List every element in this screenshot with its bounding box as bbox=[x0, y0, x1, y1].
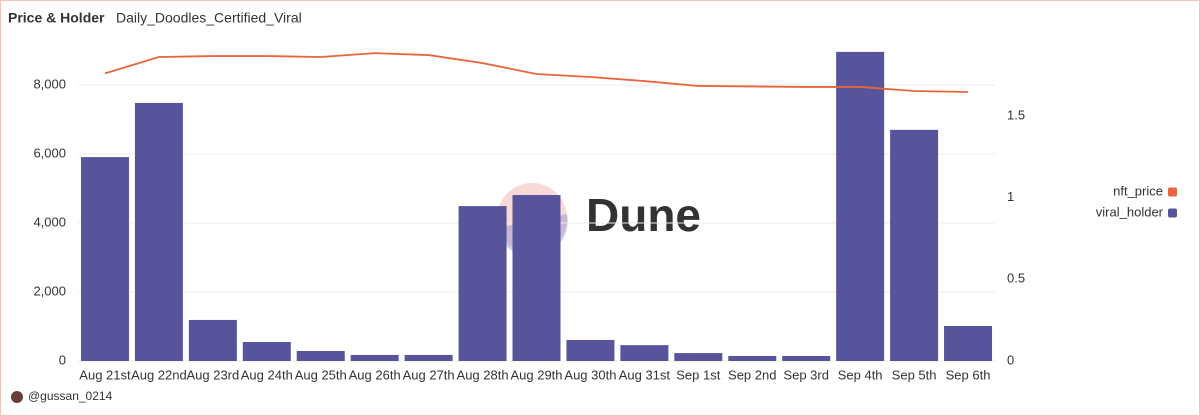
x-tick-label: Aug 22nd bbox=[131, 367, 187, 382]
bar bbox=[944, 325, 993, 361]
y-tick-label: 0 bbox=[59, 352, 66, 367]
bar bbox=[836, 51, 885, 361]
bar bbox=[728, 355, 777, 361]
bar bbox=[404, 354, 453, 361]
legend-swatch bbox=[1168, 187, 1177, 197]
y2-tick-label: 0.5 bbox=[1007, 271, 1025, 286]
legend-label: nft_price bbox=[1113, 183, 1163, 198]
bar bbox=[80, 157, 129, 361]
x-tick-label: Sep 1st bbox=[676, 367, 720, 382]
bar bbox=[512, 195, 561, 361]
bar bbox=[296, 350, 345, 361]
y2-tick-label: 1.5 bbox=[1007, 107, 1025, 122]
y-tick-label: 8,000 bbox=[33, 76, 66, 91]
legend-label: viral_holder bbox=[1096, 204, 1164, 219]
x-tick-label: Aug 23rd bbox=[186, 367, 239, 382]
chart-title: Price & Holder bbox=[8, 10, 105, 26]
bar bbox=[134, 102, 183, 361]
chart-subtitle: Daily_Doodles_Certified_Viral bbox=[116, 10, 302, 26]
x-tick-label: Aug 29th bbox=[510, 367, 562, 382]
bar bbox=[782, 355, 831, 361]
x-tick-label: Aug 24th bbox=[241, 367, 293, 382]
x-tick-label: Aug 31st bbox=[619, 367, 671, 382]
y2-tick-label: 1 bbox=[1007, 189, 1014, 204]
author: @gussan_0214 bbox=[28, 389, 113, 403]
author-avatar bbox=[11, 391, 23, 403]
watermark: Dune bbox=[586, 189, 701, 241]
bar bbox=[188, 319, 237, 361]
bar bbox=[350, 354, 399, 361]
bar bbox=[566, 339, 615, 361]
bar bbox=[674, 353, 723, 361]
x-tick-label: Aug 28th bbox=[457, 367, 509, 382]
x-tick-label: Sep 6th bbox=[946, 367, 991, 382]
y2-tick-label: 0 bbox=[1007, 352, 1014, 367]
y-tick-label: 6,000 bbox=[33, 145, 66, 160]
x-tick-label: Aug 27th bbox=[403, 367, 455, 382]
x-tick-label: Sep 5th bbox=[892, 367, 937, 382]
x-tick-label: Aug 25th bbox=[295, 367, 347, 382]
bar bbox=[890, 129, 939, 361]
legend-swatch bbox=[1168, 208, 1177, 218]
bar bbox=[620, 345, 669, 361]
x-tick-label: Aug 21st bbox=[79, 367, 131, 382]
x-tick-label: Sep 2nd bbox=[728, 367, 776, 382]
y-tick-label: 2,000 bbox=[33, 283, 66, 298]
x-tick-label: Sep 3rd bbox=[783, 367, 829, 382]
bar bbox=[242, 342, 291, 361]
price-line bbox=[104, 52, 969, 93]
y-tick-label: 4,000 bbox=[33, 214, 66, 229]
x-tick-label: Sep 4th bbox=[838, 367, 883, 382]
bar bbox=[458, 206, 507, 361]
x-tick-label: Aug 30th bbox=[564, 367, 616, 382]
x-tick-label: Aug 26th bbox=[349, 367, 401, 382]
